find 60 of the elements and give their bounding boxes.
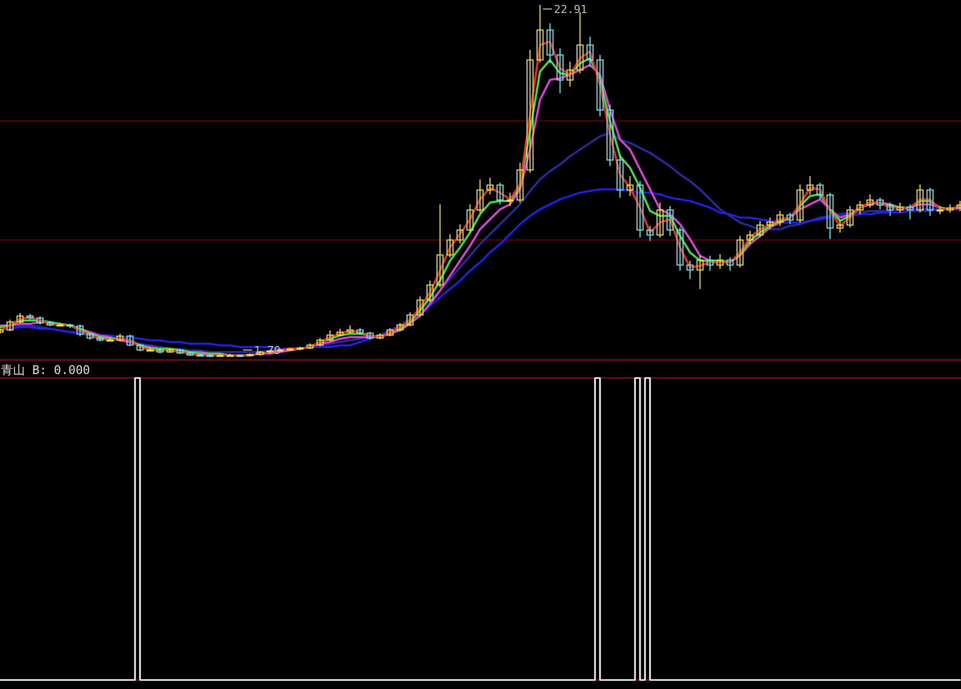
- candlestick: [796, 184, 804, 224]
- candlestick: [836, 220, 844, 234]
- candlestick: [666, 205, 674, 236]
- candlestick: [736, 235, 744, 268]
- candlestick: [76, 324, 84, 337]
- candlestick: [916, 184, 924, 214]
- candlestick: [516, 162, 524, 204]
- annotation: 1.70: [254, 344, 280, 357]
- candlestick: [766, 217, 774, 230]
- candlestick: [816, 182, 824, 200]
- candlestick: [826, 192, 834, 240]
- candlestick: [686, 260, 694, 280]
- candlestick: [656, 202, 664, 238]
- chart-title: 青山 B: 0.000: [1, 363, 90, 377]
- candlestick: [906, 204, 914, 220]
- candlestick: [586, 36, 594, 68]
- candlestick: [806, 176, 814, 195]
- candlestick: [756, 220, 764, 238]
- candlestick: [746, 230, 754, 245]
- candlestick: [456, 224, 464, 244]
- candlestick: [476, 178, 484, 214]
- candlestick: [866, 194, 874, 208]
- candlestick: [786, 212, 794, 225]
- candlestick: [566, 61, 574, 87]
- candlestick: [676, 227, 684, 272]
- candlestick: [706, 255, 714, 272]
- annotation: 22.91: [554, 3, 588, 16]
- candlestick: [436, 204, 444, 288]
- candlestick: [526, 49, 534, 174]
- candlestick: [556, 48, 564, 94]
- candlestick: [846, 205, 854, 228]
- candlestick: [646, 225, 654, 242]
- candlestick: [496, 182, 504, 205]
- candlestick: [876, 197, 884, 210]
- candlestick: [16, 312, 24, 324]
- candlestick: [896, 202, 904, 214]
- candlestick: [726, 256, 734, 272]
- candlestick: [406, 312, 414, 327]
- candlestick: [466, 204, 474, 234]
- candlestick: [126, 334, 134, 347]
- candlestick: [326, 330, 334, 342]
- candlestick: [416, 296, 424, 318]
- candlestick: [856, 200, 864, 215]
- candlestick: [606, 104, 614, 167]
- candlestick: [716, 254, 724, 270]
- candlestick: [426, 280, 434, 303]
- candlestick: [926, 187, 934, 216]
- candlestick: [696, 255, 704, 290]
- candlestick: [616, 154, 624, 198]
- candlestick: [446, 234, 454, 258]
- candlestick: [636, 180, 644, 238]
- candlestick: [546, 22, 554, 64]
- candlestick: [596, 54, 604, 117]
- candlestick: [776, 210, 784, 226]
- candlestick: [536, 4, 544, 63]
- candlestick: [886, 202, 894, 216]
- candlestick: [6, 319, 14, 332]
- candlestick: [626, 176, 634, 197]
- candlestick: [506, 192, 514, 206]
- candlestick: [486, 177, 494, 195]
